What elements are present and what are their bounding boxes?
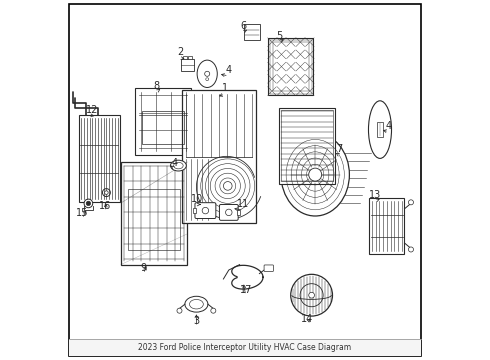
Ellipse shape: [171, 160, 186, 171]
Circle shape: [86, 201, 91, 206]
FancyBboxPatch shape: [264, 265, 273, 271]
Circle shape: [84, 199, 93, 208]
Bar: [69, 339, 421, 356]
FancyBboxPatch shape: [195, 203, 216, 219]
Bar: [128, 189, 180, 250]
Circle shape: [309, 292, 315, 298]
Bar: [281, 110, 333, 181]
Text: 17: 17: [240, 285, 252, 295]
Bar: [181, 59, 194, 71]
Circle shape: [409, 200, 414, 205]
Bar: [121, 162, 187, 265]
Circle shape: [104, 191, 108, 194]
Ellipse shape: [368, 101, 392, 158]
Ellipse shape: [185, 296, 208, 312]
Bar: [279, 108, 335, 184]
Circle shape: [291, 274, 333, 316]
FancyBboxPatch shape: [220, 204, 238, 220]
Text: 4: 4: [226, 65, 232, 75]
Circle shape: [205, 71, 210, 76]
Circle shape: [223, 181, 232, 190]
Bar: [379, 123, 381, 136]
Bar: [193, 208, 196, 213]
Circle shape: [409, 247, 414, 252]
Bar: [143, 111, 184, 144]
Text: 2: 2: [177, 47, 183, 57]
Bar: [273, 42, 309, 91]
Text: 15: 15: [76, 208, 89, 218]
Text: 6: 6: [241, 21, 246, 31]
Bar: [237, 210, 240, 215]
Circle shape: [300, 284, 323, 307]
Circle shape: [211, 308, 216, 313]
Text: 4: 4: [386, 121, 392, 131]
Text: 5: 5: [276, 31, 282, 41]
Bar: [135, 88, 191, 155]
Text: 8: 8: [154, 81, 160, 91]
Text: 10: 10: [192, 194, 204, 204]
Text: 13: 13: [369, 190, 381, 200]
Circle shape: [177, 308, 182, 313]
Bar: [245, 24, 260, 40]
Text: 9: 9: [141, 263, 147, 273]
Text: 16: 16: [99, 201, 111, 211]
Bar: [182, 90, 256, 223]
Ellipse shape: [281, 133, 349, 216]
Ellipse shape: [206, 78, 209, 81]
Bar: [377, 122, 383, 137]
Ellipse shape: [190, 300, 203, 309]
Bar: [188, 56, 192, 59]
Circle shape: [309, 168, 321, 181]
Text: 3: 3: [194, 316, 199, 326]
Text: 12: 12: [86, 105, 98, 115]
Circle shape: [102, 189, 110, 197]
Text: 7: 7: [336, 144, 343, 154]
Circle shape: [225, 209, 232, 216]
Ellipse shape: [173, 162, 183, 169]
Bar: [270, 40, 312, 94]
Text: 4: 4: [172, 158, 178, 168]
Bar: [79, 115, 120, 202]
Bar: [269, 38, 314, 95]
Text: 14: 14: [301, 314, 313, 324]
Text: 2023 Ford Police Interceptor Utility HVAC Case Diagram: 2023 Ford Police Interceptor Utility HVA…: [139, 343, 351, 352]
Circle shape: [202, 207, 209, 214]
Bar: [369, 198, 404, 254]
Text: 1: 1: [222, 83, 228, 93]
Text: 11: 11: [237, 199, 249, 210]
Ellipse shape: [197, 60, 217, 87]
Bar: [183, 56, 187, 59]
